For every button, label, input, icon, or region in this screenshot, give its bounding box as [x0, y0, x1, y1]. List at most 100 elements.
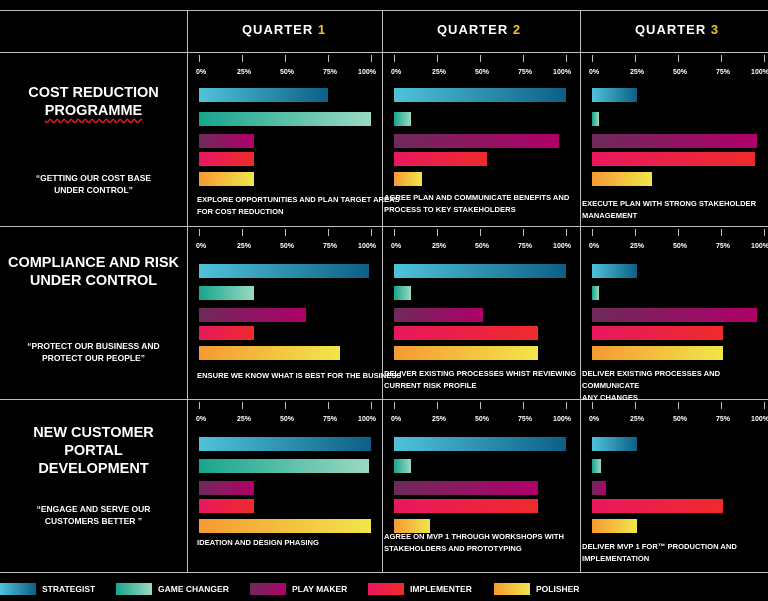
bar-implementer: [199, 152, 255, 166]
panel-caption-line: MANAGEMENT: [582, 211, 638, 220]
axis-tick-label: 0%: [195, 416, 207, 423]
grid-vline: [580, 10, 581, 572]
bar-play-maker: [394, 134, 560, 148]
axis-tick-label: 0%: [588, 416, 600, 423]
panel-caption: ENSURE WE KNOW WHAT IS BEST FOR THE BUSI…: [197, 370, 401, 382]
axis-tick-label: 25%: [431, 69, 447, 76]
axis-tick: [635, 402, 636, 409]
bar-game-changer: [199, 286, 255, 300]
axis-tick-label: 50%: [279, 69, 295, 76]
axis-tick-label: 50%: [279, 243, 295, 250]
axis-tick: [721, 229, 722, 236]
quarter-number: 1: [317, 22, 327, 37]
axis-tick: [394, 55, 395, 62]
axis-tick: [566, 229, 567, 236]
axis-tick-label: 75%: [322, 416, 338, 423]
bar-play-maker: [199, 308, 306, 322]
quarter-header-1: QUARTER 1: [187, 22, 381, 37]
bar-polisher: [592, 346, 723, 360]
bar-polisher: [199, 346, 341, 360]
axis-tick-label: 100%: [553, 69, 571, 76]
row-title-line: DEVELOPMENT: [38, 461, 149, 477]
axis-tick: [678, 55, 679, 62]
bar-implementer: [592, 326, 723, 340]
axis-tick-label: 25%: [236, 243, 252, 250]
axis-tick-label: 100%: [751, 69, 768, 76]
bar-play-maker: [394, 481, 539, 495]
bar-polisher: [394, 172, 422, 186]
panel-caption-line: IMPLEMENTATION: [582, 554, 650, 563]
row-title-line: COMPLIANCE AND RISK: [7, 255, 180, 271]
axis-tick: [480, 229, 481, 236]
legend-label: GAME CHANGER: [158, 584, 229, 594]
legend-swatch-polisher: [494, 583, 530, 595]
grid-hline: [0, 399, 768, 400]
axis-tick: [371, 229, 372, 236]
bar-game-changer: [592, 459, 601, 473]
bar-play-maker: [592, 308, 758, 322]
axis-tick-label: 0%: [390, 69, 402, 76]
axis-tick: [523, 55, 524, 62]
axis-tick-label: 50%: [279, 416, 295, 423]
panel-caption-line: ANY CHANGES: [582, 393, 638, 402]
bar-game-changer: [199, 459, 370, 473]
axis-tick-label: 75%: [322, 243, 338, 250]
panel-caption-line: AGREE PLAN AND COMMUNICATE BENEFITS AND: [384, 193, 570, 202]
panel-caption: EXPLORE OPPORTUNITIES AND PLAN TARGET AR…: [197, 194, 400, 218]
legend-swatch-strategist: [0, 583, 36, 595]
bar-game-changer: [199, 112, 371, 126]
axis-tick-label: 0%: [195, 69, 207, 76]
axis-tick-label: 75%: [715, 243, 731, 250]
axis-tick: [635, 55, 636, 62]
axis-tick: [721, 402, 722, 409]
axis-tick: [678, 229, 679, 236]
axis-tick: [635, 229, 636, 236]
axis-tick: [328, 229, 329, 236]
axis-tick: [764, 229, 765, 236]
axis-tick-label: 100%: [751, 243, 768, 250]
axis-tick-label: 25%: [629, 243, 645, 250]
axis-tick-label: 25%: [431, 243, 447, 250]
bar-implementer: [199, 326, 255, 340]
axis-tick-label: 75%: [322, 69, 338, 76]
axis-tick: [566, 55, 567, 62]
axis-tick: [371, 55, 372, 62]
row-title: NEW CUSTOMER PORTAL DEVELOPMENT: [0, 424, 187, 478]
panel-caption-line: DELIVER EXISTING PROCESSES WHIST REVIEWI…: [384, 369, 576, 378]
axis-tick-label: 100%: [358, 243, 376, 250]
panel-caption-line: IDEATION AND DESIGN PHASING: [197, 538, 319, 547]
axis-tick: [437, 55, 438, 62]
bar-strategist: [592, 264, 637, 278]
row-title: COST REDUCTION PROGRAMME: [0, 84, 187, 120]
axis-tick-label: 50%: [474, 243, 490, 250]
row-quote: “ENGAGE AND SERVE OUR CUSTOMERS BETTER ”: [0, 503, 187, 527]
axis-tick-label: 0%: [390, 416, 402, 423]
axis-tick: [764, 55, 765, 62]
panel-caption: EXECUTE PLAN WITH STRONG STAKEHOLDER MANA…: [582, 198, 756, 222]
axis-tick: [523, 402, 524, 409]
bar-game-changer: [394, 286, 412, 300]
panel-caption-line: PROCESS TO KEY STAKEHOLDERS: [384, 205, 516, 214]
panel-caption: AGREE PLAN AND COMMUNICATE BENEFITS AND P…: [384, 192, 569, 216]
bar-implementer: [592, 152, 756, 166]
bar-polisher: [199, 172, 255, 186]
row-quote: “PROTECT OUR BUSINESS AND PROTECT OUR PEO…: [0, 340, 187, 364]
axis-tick: [328, 55, 329, 62]
quarter-header-3: QUARTER 3: [580, 22, 768, 37]
axis-tick: [480, 55, 481, 62]
axis-tick-label: 50%: [672, 69, 688, 76]
legend-swatch-play-maker: [250, 583, 286, 595]
bar-strategist: [592, 88, 637, 102]
legend-label: PLAY MAKER: [292, 584, 348, 594]
quarter-number: 3: [710, 22, 720, 37]
grid-vline: [382, 10, 383, 572]
bar-play-maker: [592, 481, 606, 495]
axis-tick: [199, 402, 200, 409]
axis-tick: [721, 55, 722, 62]
bar-strategist: [199, 88, 328, 102]
panel-caption: IDEATION AND DESIGN PHASING: [197, 537, 319, 549]
panel-caption: AGREE ON MVP 1 THROUGH WORKSHOPS WITH STA…: [384, 531, 564, 555]
panel-caption-line: FOR COST REDUCTION: [197, 207, 284, 216]
row-quote-line: CUSTOMERS BETTER ”: [44, 516, 143, 526]
axis-tick: [285, 402, 286, 409]
